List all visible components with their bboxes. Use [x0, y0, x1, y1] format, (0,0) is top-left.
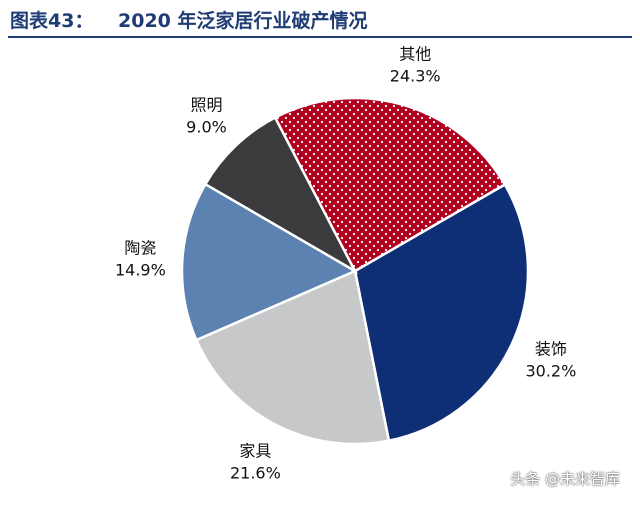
pie-slices: [180, 96, 530, 446]
pie-slice: [273, 96, 507, 273]
slice-value-label: 24.3%: [390, 67, 441, 86]
pie-labels: 装饰 30.2% 家具 21.6% 陶瓷 14.9% 照明 9.0% 其他 24.3%: [115, 45, 576, 483]
slice-label: 其他: [399, 45, 431, 64]
header-divider: [8, 36, 632, 38]
slice-label: 装饰: [535, 340, 567, 359]
slice-value-label: 21.6%: [230, 464, 281, 483]
slice-label: 陶瓷: [124, 239, 156, 258]
figure-label: 图表43：: [10, 10, 94, 32]
chart-title: 2020 年泛家居行业破产情况: [118, 10, 368, 32]
slice-value-label: 30.2%: [525, 362, 576, 381]
slice-value-label: 14.9%: [115, 261, 166, 280]
pie-slice: [203, 115, 359, 275]
slice-label: 照明: [190, 96, 222, 115]
slice-label: 家具: [239, 442, 271, 461]
pie-slice: [194, 269, 391, 446]
figure-header: 图表43： 2020 年泛家居行业破产情况: [0, 0, 640, 38]
pie-slice: [180, 182, 358, 342]
watermark: 头条 @未来智库: [510, 470, 620, 488]
slice-value-label: 9.0%: [186, 118, 227, 137]
pie-slice: [353, 182, 530, 443]
pie-chart: 装饰 30.2% 家具 21.6% 陶瓷 14.9% 照明 9.0% 其他 24.3%: [115, 45, 576, 483]
